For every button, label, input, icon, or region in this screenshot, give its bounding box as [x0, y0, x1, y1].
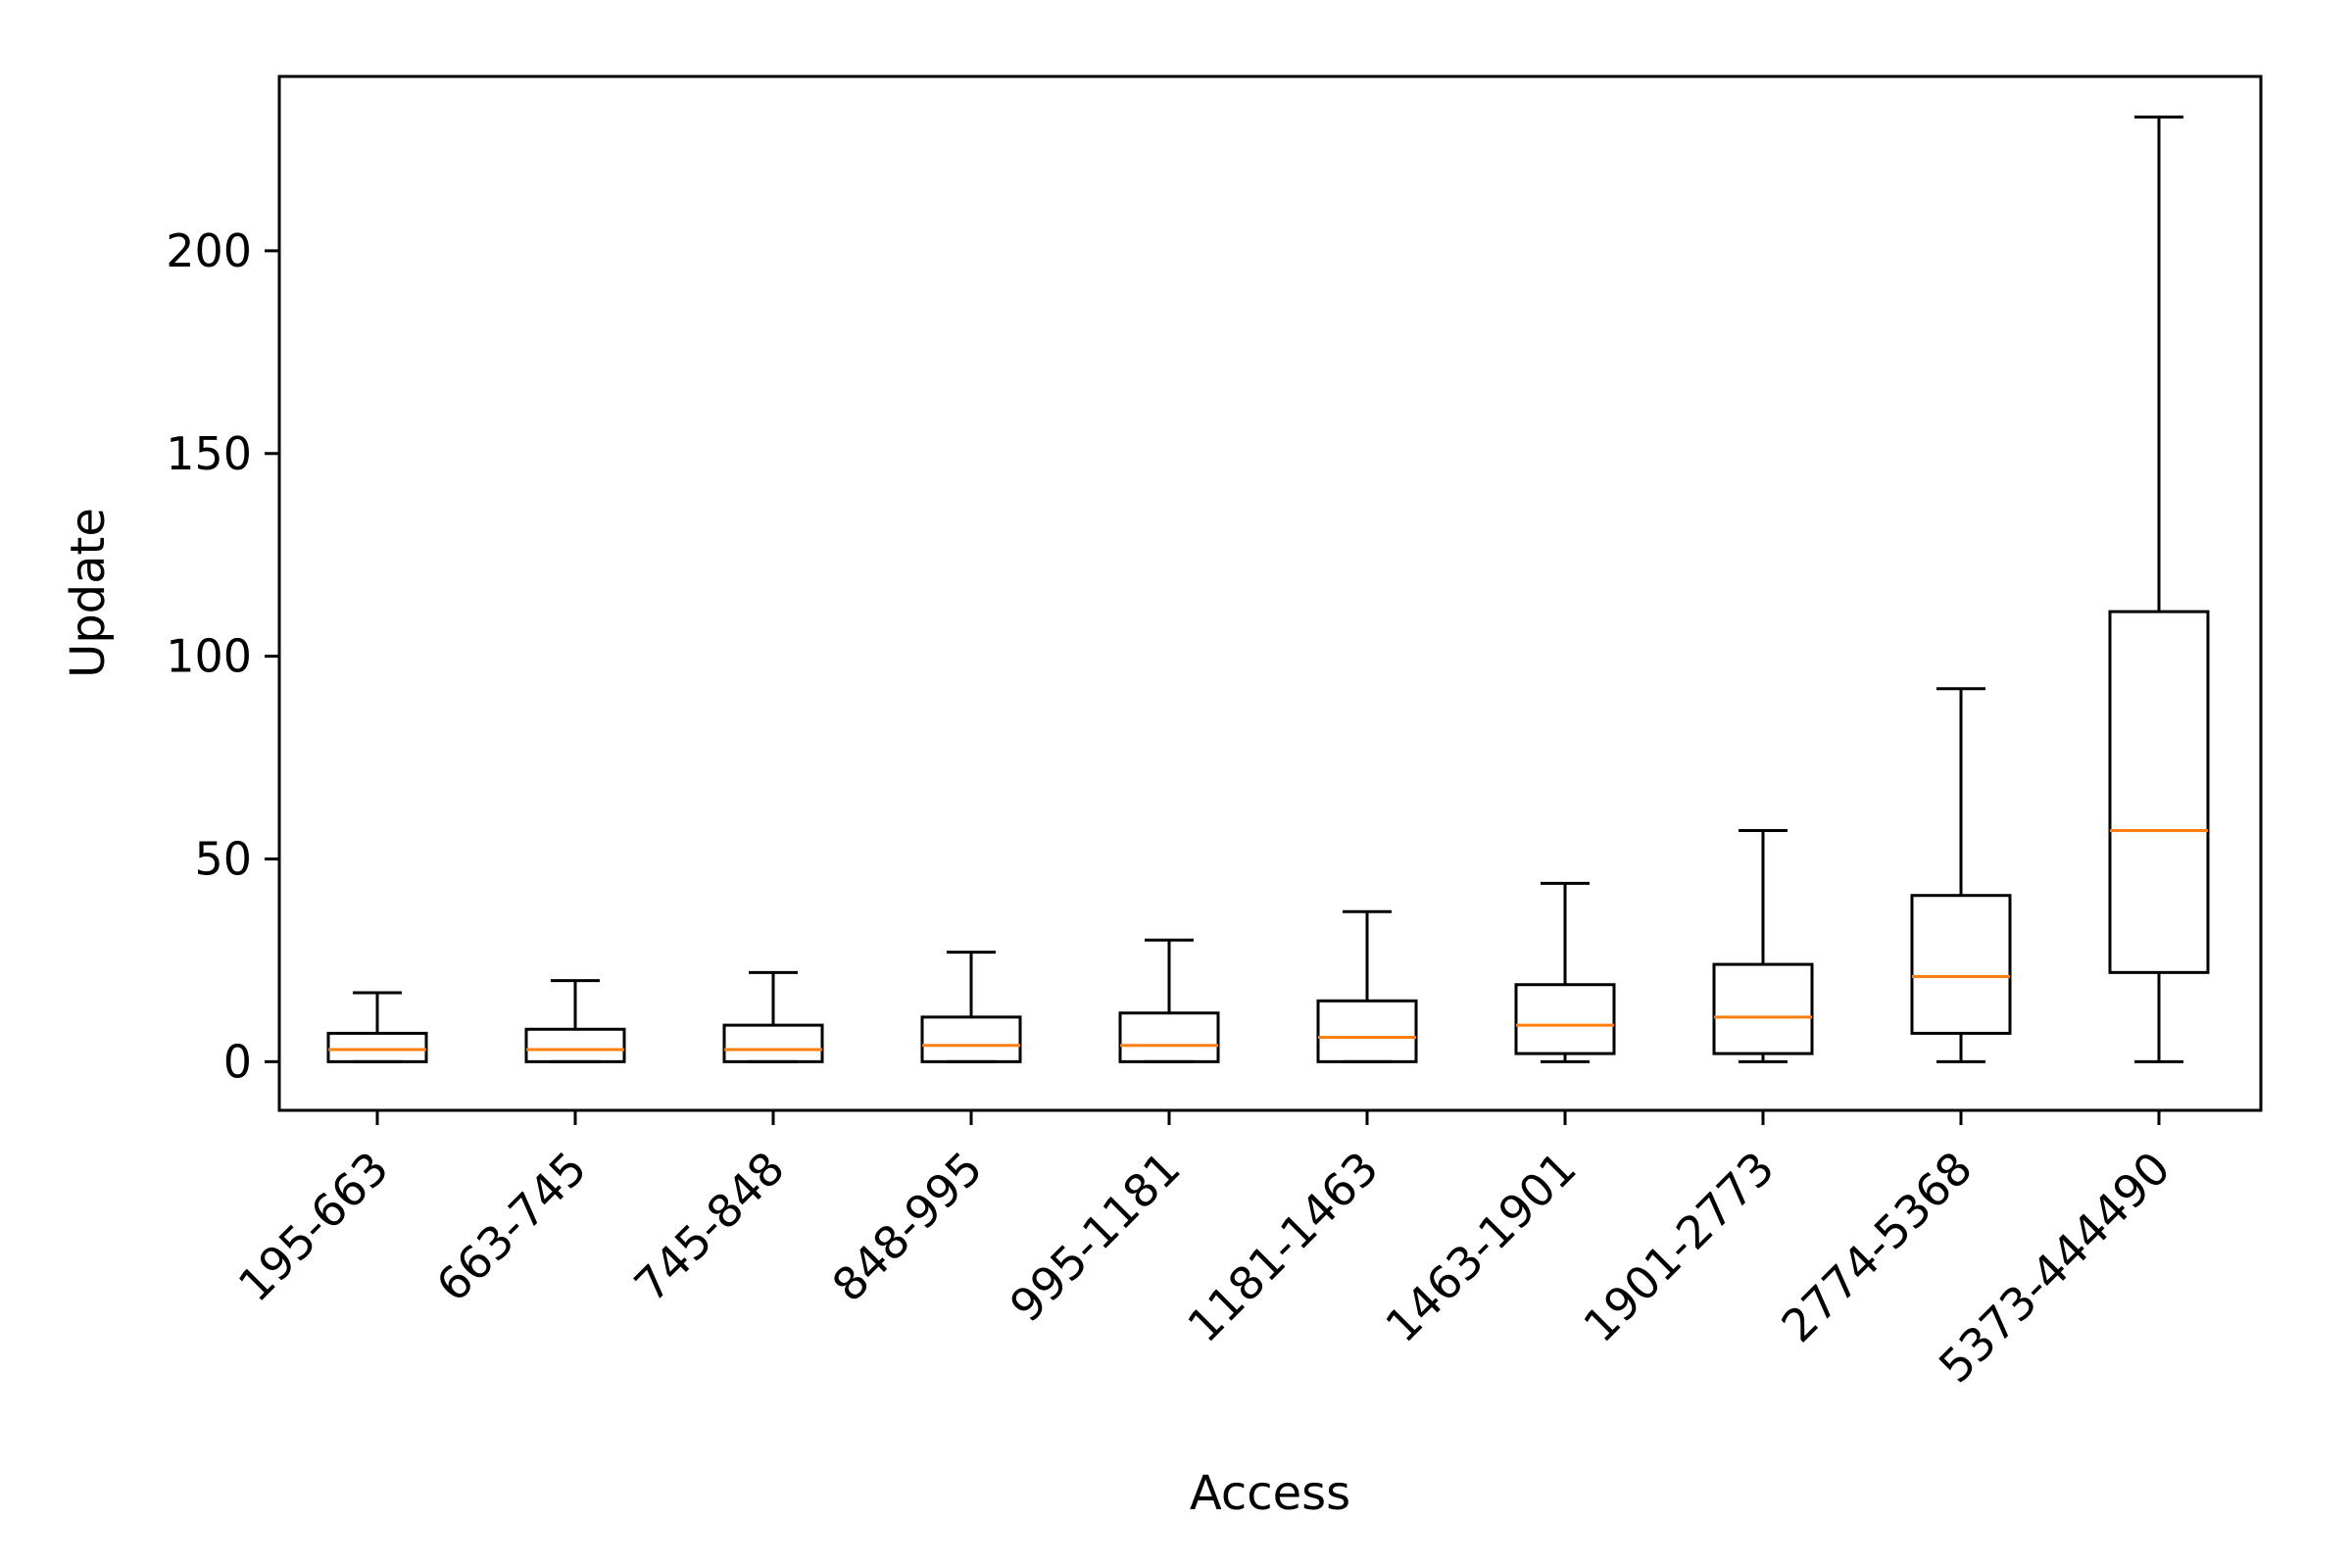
iqr-box: [2108, 610, 2210, 974]
box-group: [2108, 115, 2210, 1063]
iqr-box: [722, 1023, 824, 1063]
y-tick-label: 50: [194, 832, 252, 885]
box-group: [1712, 829, 1814, 1063]
box-group: [1910, 687, 2012, 1063]
iqr-box: [1712, 962, 1814, 1055]
iqr-box: [1118, 1011, 1220, 1063]
y-tick-label: 0: [223, 1035, 252, 1088]
iqr-box: [524, 1027, 626, 1063]
y-tick-label: 200: [166, 224, 252, 277]
plot-frame: [277, 74, 2263, 1112]
iqr-box: [1910, 894, 2012, 1035]
iqr-box: [1316, 999, 1418, 1063]
box-group: [920, 951, 1022, 1063]
y-tick-label: 150: [166, 427, 252, 480]
box-group: [1514, 881, 1616, 1063]
boxes-layer: [326, 115, 2210, 1063]
y-axis-label: Update: [61, 508, 116, 678]
iqr-box: [1514, 983, 1616, 1055]
iqr-box: [326, 1031, 428, 1063]
y-tick-label: 100: [166, 630, 252, 683]
x-axis-label: Access: [1190, 1466, 1350, 1521]
box-group: [1316, 909, 1418, 1063]
box-group: [1118, 938, 1220, 1063]
box-group: [722, 970, 824, 1063]
iqr-box: [920, 1015, 1022, 1063]
box-group: [326, 991, 428, 1063]
box-group: [524, 979, 626, 1063]
